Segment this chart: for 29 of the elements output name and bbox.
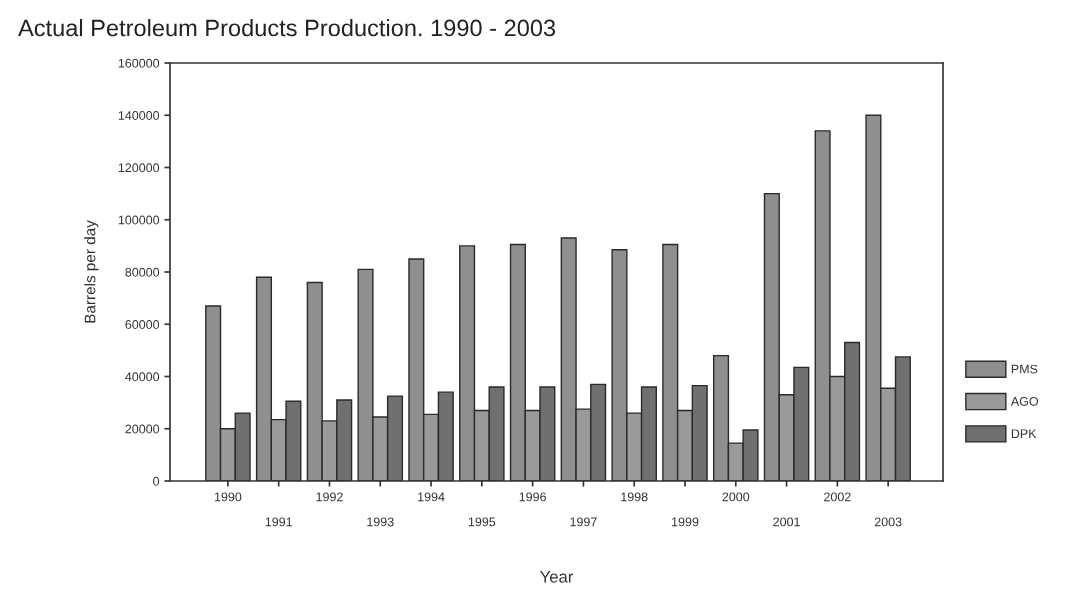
x-tick-label: 1996 bbox=[519, 492, 546, 502]
x-tick-label: 2001 bbox=[773, 517, 800, 527]
y-tick-label: 100000 bbox=[118, 215, 160, 225]
legend-label: PMS bbox=[1011, 364, 1038, 374]
y-tick-label: 120000 bbox=[118, 163, 160, 173]
legend-label: AGO bbox=[1010, 396, 1039, 406]
y-tick-label: 40000 bbox=[125, 372, 160, 382]
x-axis-title: Year bbox=[540, 571, 574, 583]
legend-label: DPK bbox=[1011, 429, 1037, 438]
x-tick-label: 1998 bbox=[621, 492, 648, 502]
x-tick-label: 1999 bbox=[672, 517, 699, 527]
x-tick-label: 2003 bbox=[874, 517, 902, 527]
x-tick-label: 2002 bbox=[824, 492, 851, 502]
y-tick-label: 60000 bbox=[125, 320, 160, 329]
x-tick-label: 1993 bbox=[367, 517, 394, 527]
x-tick-label: 1992 bbox=[316, 492, 343, 502]
chart-title: Actual Petroleum Products Production. 1990 - 2003 bbox=[18, 19, 556, 37]
x-tick-label: 1994 bbox=[418, 492, 445, 502]
x-tick-label: 2000 bbox=[722, 492, 750, 502]
x-tick-label: 1991 bbox=[265, 517, 292, 527]
y-axis-title: Barrels per day bbox=[84, 220, 99, 323]
y-tick-label: 80000 bbox=[125, 267, 160, 277]
y-tick-label: 160000 bbox=[118, 58, 160, 68]
x-tick-label: 1997 bbox=[570, 517, 597, 527]
y-tick-label: 20000 bbox=[125, 424, 160, 434]
y-tick-label: 0 bbox=[153, 476, 160, 486]
y-tick-label: 140000 bbox=[118, 111, 160, 120]
x-tick-label: 1995 bbox=[468, 517, 496, 527]
x-tick-label: 1990 bbox=[214, 492, 242, 502]
